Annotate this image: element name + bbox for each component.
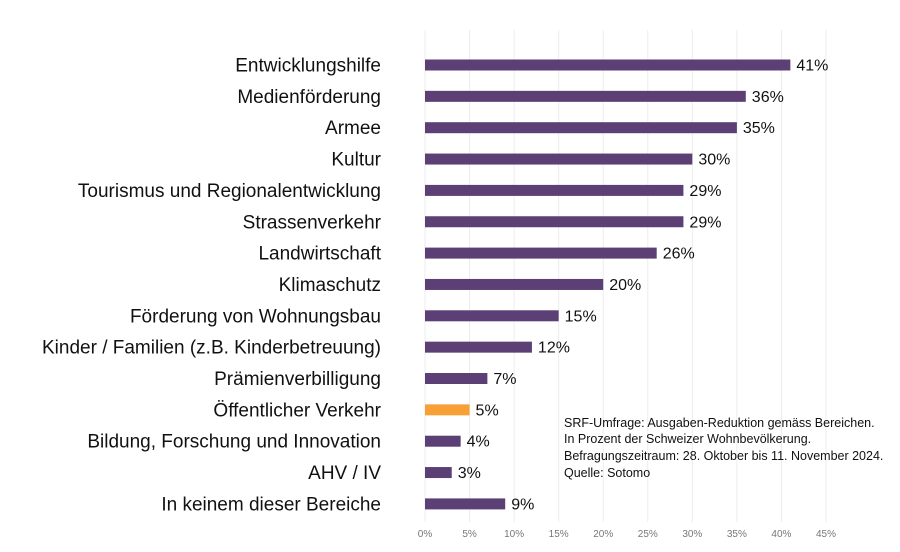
value-label: 3% [458, 465, 481, 482]
category-label: Strassenverkehr [243, 212, 382, 233]
bar [425, 59, 791, 71]
bar [425, 184, 684, 196]
bar [425, 310, 559, 322]
value-label: 29% [689, 183, 721, 200]
value-label: 12% [538, 340, 570, 357]
category-label: Tourismus und Regionalentwicklung [78, 181, 381, 202]
value-label: 4% [467, 434, 490, 451]
category-label: Prämienverbilligung [214, 369, 381, 390]
x-tick-label: 5% [462, 529, 477, 540]
bar [425, 467, 452, 479]
bar [425, 435, 461, 447]
annotation-line: SRF-Umfrage: Ausgaben-Reduktion gemäss B… [564, 416, 875, 430]
bar [425, 278, 604, 290]
category-label: Landwirtschaft [258, 244, 381, 265]
value-label: 7% [493, 371, 516, 388]
category-label: Entwicklungshilfe [235, 56, 381, 77]
x-tick-label: 40% [771, 529, 791, 540]
x-tick-label: 35% [727, 529, 747, 540]
category-label: Armee [325, 118, 381, 139]
x-tick-label: 20% [593, 529, 613, 540]
x-tick-label: 25% [638, 529, 658, 540]
bar [425, 341, 532, 353]
x-tick-label: 45% [816, 529, 836, 540]
bar [425, 498, 506, 510]
value-label: 26% [663, 246, 695, 263]
x-tick-label: 0% [418, 529, 433, 540]
category-label: Kultur [331, 150, 381, 171]
x-tick-label: 10% [504, 529, 524, 540]
x-axis-ticks: 0% 5% 10% 15% 20% 25% 30% 35% 40% 45% [418, 529, 836, 540]
value-label: 30% [698, 152, 730, 169]
bar [425, 373, 488, 384]
bars: Entwicklungshilfe 41% Medienförderung 36% Ar… [42, 56, 828, 516]
bar [425, 247, 657, 259]
bar [425, 404, 470, 416]
bar [425, 153, 693, 165]
value-label: 15% [565, 308, 597, 325]
x-tick-label: 30% [682, 529, 702, 540]
category-label: Förderung von Wohnungsbau [130, 306, 381, 327]
category-label: Klimaschutz [279, 275, 381, 296]
category-label: Medienförderung [237, 87, 381, 108]
category-label: In keinem dieser Bereiche [161, 494, 381, 515]
annotation-line: Quelle: Sotomo [564, 466, 650, 480]
value-label: 20% [609, 277, 641, 294]
category-label: Kinder / Familien (z.B. Kinderbetreuung) [42, 338, 381, 359]
category-label: AHV / IV [308, 463, 381, 484]
value-label: 36% [752, 89, 784, 106]
bar [425, 90, 746, 102]
value-label: 29% [689, 214, 721, 231]
annotation-line: In Prozent der Schweizer Wohnbevölkerung… [564, 432, 811, 446]
source-annotation: SRF-Umfrage: Ausgaben-Reduktion gemäss B… [564, 416, 883, 480]
value-label: 35% [743, 120, 775, 137]
annotation-line: Befragungszeitraum: 28. Oktober bis 11. … [564, 449, 883, 463]
category-label: Bildung, Forschung und Innovation [87, 432, 381, 453]
value-label: 41% [796, 58, 828, 75]
value-label: 9% [511, 496, 534, 513]
value-label: 5% [476, 402, 499, 419]
category-label: Öffentlicher Verkehr [213, 400, 381, 421]
bar [425, 122, 737, 134]
bar [425, 216, 684, 228]
x-tick-label: 15% [549, 529, 569, 540]
gridlines [424, 30, 827, 522]
